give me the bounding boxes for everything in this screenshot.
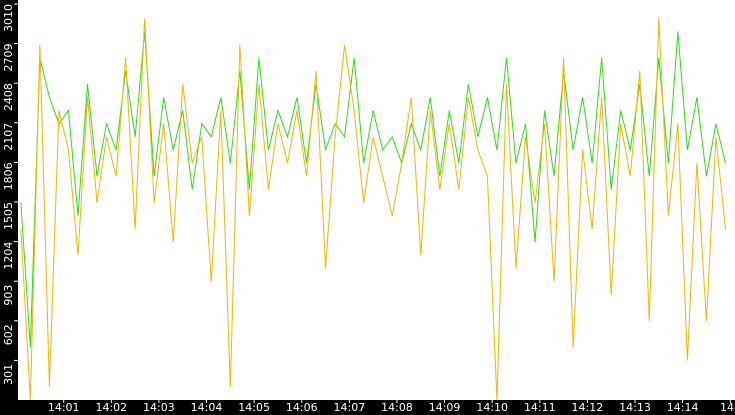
y-axis-bar [0,0,18,415]
y-tick-label: 602 [2,324,15,345]
x-axis-bar [0,400,735,415]
y-tick-label: 2408 [2,83,15,111]
x-tick-label: 14:03 [143,401,175,414]
x-tick-label: 14:12 [572,401,604,414]
y-tick-label: 2107 [2,123,15,151]
x-tick-label: 14:10 [476,401,508,414]
x-tick-label: 14:01 [48,401,80,414]
series-line [20,18,726,401]
x-tick-label: 14:06 [286,401,318,414]
y-tick-label: 1505 [2,202,15,230]
x-tick-label: 14 [720,401,734,414]
y-tick-label: 1204 [2,242,15,270]
x-tick-label: 14:08 [381,401,413,414]
x-tick-label: 14:05 [238,401,270,414]
x-tick-label: 14:14 [667,401,699,414]
y-tick-label: 301 [2,364,15,385]
plot-area [18,0,735,400]
x-tick-label: 14:11 [524,401,556,414]
y-tick-label: 1806 [2,162,15,190]
x-tick-label: 14:02 [95,401,127,414]
x-tick-label: 14:09 [429,401,461,414]
x-tick-label: 14:04 [191,401,223,414]
series-line [20,31,726,348]
y-tick-label: 903 [2,285,15,306]
series-group [20,18,726,401]
y-tick-label: 2709 [2,44,15,72]
y-tick-label: 3010 [2,4,15,32]
x-tick-label: 14:13 [619,401,651,414]
x-tick-label: 14:07 [334,401,366,414]
